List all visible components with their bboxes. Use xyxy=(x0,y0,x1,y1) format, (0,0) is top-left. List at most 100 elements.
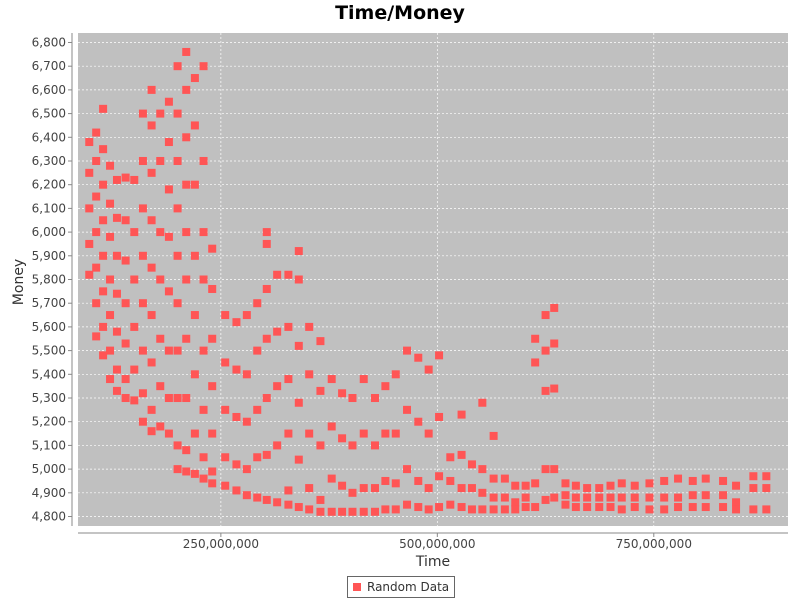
data-point xyxy=(147,311,156,320)
data-point xyxy=(208,479,217,488)
y-axis-label: Money xyxy=(11,259,27,305)
data-point xyxy=(99,216,108,225)
data-point xyxy=(112,251,121,260)
y-tick-label: 5,500 xyxy=(32,344,66,358)
data-point xyxy=(182,394,191,403)
data-point xyxy=(762,472,771,481)
data-point xyxy=(221,453,230,462)
data-point xyxy=(732,498,741,507)
data-point xyxy=(489,474,498,483)
data-point xyxy=(370,394,379,403)
y-tick-label: 5,400 xyxy=(32,367,66,381)
data-point xyxy=(645,505,654,514)
data-point xyxy=(688,503,697,512)
data-point xyxy=(106,275,115,284)
data-point xyxy=(381,382,390,391)
data-point xyxy=(762,484,771,493)
data-point xyxy=(242,417,251,426)
data-point xyxy=(284,270,293,279)
data-point xyxy=(121,256,130,265)
data-point xyxy=(164,232,173,241)
data-point xyxy=(457,450,466,459)
data-point xyxy=(273,327,282,336)
data-point xyxy=(403,405,412,414)
x-tick-label: 500,000,000 xyxy=(399,537,475,551)
data-point xyxy=(305,370,314,379)
data-point xyxy=(435,351,444,360)
data-point xyxy=(199,62,208,71)
data-point xyxy=(190,180,199,189)
data-point xyxy=(305,322,314,331)
data-point xyxy=(414,503,423,512)
data-point xyxy=(284,500,293,509)
data-point xyxy=(391,429,400,438)
data-point xyxy=(305,484,314,493)
data-point xyxy=(232,365,241,374)
data-point xyxy=(467,484,476,493)
data-point xyxy=(583,493,592,502)
data-point xyxy=(208,284,217,293)
data-point xyxy=(85,270,94,279)
data-point xyxy=(561,491,570,500)
data-point xyxy=(147,427,156,436)
y-tick-label: 5,300 xyxy=(32,391,66,405)
data-point xyxy=(617,505,626,514)
data-point xyxy=(571,503,580,512)
y-tick-label: 6,100 xyxy=(32,201,66,215)
data-point xyxy=(173,62,182,71)
legend-swatch xyxy=(353,583,361,591)
data-point xyxy=(284,322,293,331)
data-point xyxy=(147,121,156,130)
data-point xyxy=(606,503,615,512)
data-point xyxy=(403,346,412,355)
data-point xyxy=(273,498,282,507)
data-point xyxy=(561,500,570,509)
data-point xyxy=(381,505,390,514)
y-tick-label: 5,700 xyxy=(32,296,66,310)
data-point xyxy=(92,128,101,137)
data-point xyxy=(531,358,540,367)
data-point xyxy=(701,491,710,500)
legend-label: Random Data xyxy=(367,580,450,594)
data-point xyxy=(595,493,604,502)
data-point xyxy=(85,239,94,248)
data-point xyxy=(208,244,217,253)
data-point xyxy=(173,109,182,118)
data-point xyxy=(253,493,262,502)
data-point xyxy=(617,493,626,502)
data-point xyxy=(138,109,147,118)
data-point xyxy=(688,491,697,500)
data-point xyxy=(701,474,710,483)
data-point xyxy=(660,505,669,514)
data-point xyxy=(199,228,208,237)
data-point xyxy=(467,460,476,469)
data-point xyxy=(138,204,147,213)
data-point xyxy=(232,486,241,495)
data-point xyxy=(121,394,130,403)
data-point xyxy=(138,417,147,426)
data-point xyxy=(617,479,626,488)
data-point xyxy=(446,476,455,485)
y-tick-label: 5,600 xyxy=(32,320,66,334)
data-point xyxy=(242,465,251,474)
data-point xyxy=(156,228,165,237)
data-point xyxy=(262,394,271,403)
data-point xyxy=(121,375,130,384)
data-point xyxy=(645,493,654,502)
data-point xyxy=(327,507,336,516)
data-point xyxy=(446,500,455,509)
data-point xyxy=(156,275,165,284)
data-point xyxy=(173,299,182,308)
data-point xyxy=(262,450,271,459)
y-tick-label: 6,500 xyxy=(32,107,66,121)
data-point xyxy=(550,465,559,474)
chart-title: Time/Money xyxy=(335,2,465,24)
data-point xyxy=(190,311,199,320)
data-point xyxy=(232,412,241,421)
data-point xyxy=(284,375,293,384)
data-point xyxy=(156,109,165,118)
y-tick-label: 4,800 xyxy=(32,510,66,524)
data-point xyxy=(583,503,592,512)
data-point xyxy=(294,398,303,407)
y-tick-label: 6,600 xyxy=(32,83,66,97)
